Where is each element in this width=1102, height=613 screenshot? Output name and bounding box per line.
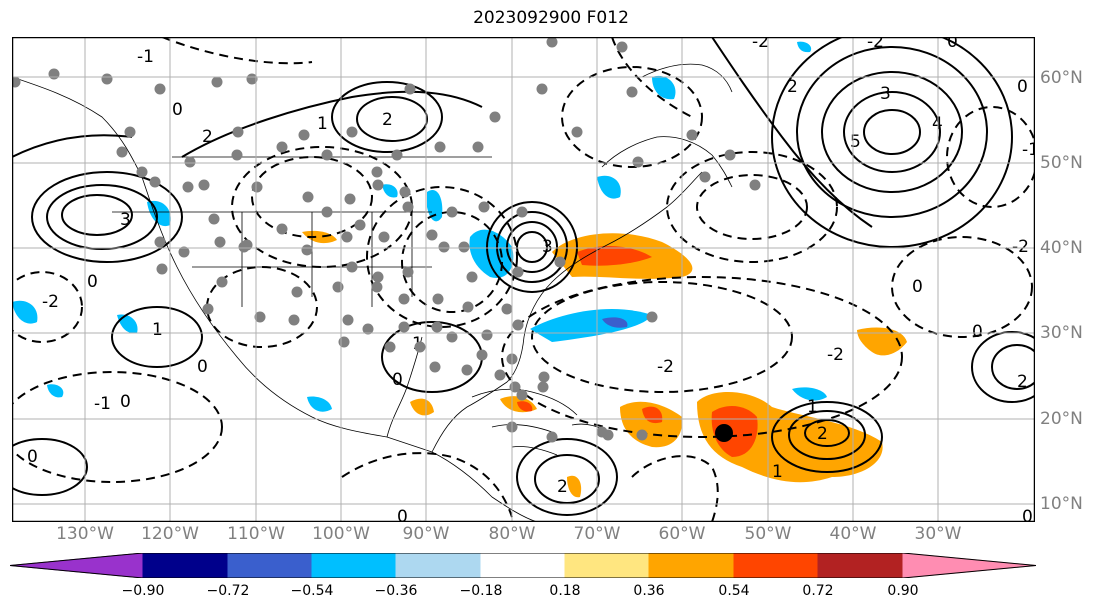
colorbar-cell [648,553,735,578]
colorbar-cell [564,553,650,578]
lon-label-80w: 80°W [488,524,536,544]
contour-label: 3 [880,84,891,104]
lat-label-10n: 10°N [1040,494,1083,514]
contour-label: 0 [1017,77,1028,97]
lat-label-50n: 50°N [1040,153,1083,173]
lon-label-30w: 30°W [914,524,962,544]
contour-label: 0 [1022,507,1033,522]
colorbar-tick-label: 0.90 [887,583,919,599]
colorbar-cell [142,553,229,578]
contour-label: 0 [392,370,403,390]
contour-label: 0 [120,392,131,412]
contour-label: 2 [382,110,393,130]
map-frame [12,37,1035,522]
lat-label-40n: 40°N [1040,238,1083,258]
contour-label: 4 [932,114,943,134]
colorbar-tick-label: −0.72 [206,583,250,599]
contour-label: 1 [317,114,328,134]
colorbar-cell [817,553,904,578]
contour-label: -2 [867,37,884,52]
contour-label: -1 [137,47,154,67]
lon-label-70w: 70°W [573,524,621,544]
contour-label: 2 [1017,372,1028,392]
lon-label-110w: 110°W [227,524,285,544]
solid-contours [12,37,1035,516]
colorbar-tick-label: 0.54 [718,583,750,599]
contour-label: 0 [912,277,923,297]
contour-label: 2 [817,424,828,444]
contour-label: 5 [850,132,861,152]
contour-label: -2 [752,37,769,52]
colorbar-tick-label: −0.90 [121,583,165,599]
contour-label: 0 [972,322,983,342]
colorbar [10,553,1036,578]
colorbar-tick-label: 0.18 [549,583,581,599]
contour-label: 1 [807,397,818,417]
colorbar-cell [480,553,566,578]
contour-label: 3 [542,237,553,257]
station-dots [12,37,761,443]
colorbar-cell [10,553,144,578]
contour-label: 2 [557,477,568,497]
contour-label: 1 [152,320,163,340]
contour-label: 3 [120,210,131,230]
colorbar-cell [902,553,1036,578]
colorbar-tick-label: 0.72 [802,583,834,599]
contour-label: 0 [87,272,98,292]
weather-map: 3 2 1 3 3 4 5 2 2 1 2 1 0 1 0 -2 -2 -1 0… [12,37,1035,522]
lat-label-20n: 20°N [1040,409,1083,429]
colorbar-tick-label: −0.36 [374,583,418,599]
colorbar-tick-label: −0.54 [290,583,334,599]
contour-label: -2 [42,292,59,312]
lon-label-50w: 50°W [744,524,792,544]
colorbar-cell [395,553,482,578]
lon-label-40w: 40°W [829,524,877,544]
coastlines [12,63,733,522]
gridlines [12,37,1035,522]
contour-label: -2 [657,357,674,377]
contour-label: 2 [787,77,798,97]
storm-center-marker [715,424,733,442]
lat-label-30n: 30°N [1040,323,1083,343]
lon-label-90w: 90°W [402,524,450,544]
lon-label-130w: 130°W [56,524,114,544]
contour-label: 0 [397,507,408,522]
colorbar-tick-label: −0.18 [459,583,503,599]
colorbar-cell [227,553,313,578]
colorbar-cell [311,553,397,578]
contour-label: 2 [202,127,213,147]
contour-label: 0 [27,447,38,467]
contour-label: 0 [197,357,208,377]
lon-label-100w: 100°W [312,524,370,544]
lon-label-120w: 120°W [141,524,199,544]
map-title: 2023092900 F012 [473,8,629,28]
contour-label: -1 [1022,140,1035,160]
contour-label: -2 [827,345,844,365]
contour-label: 0 [947,37,958,52]
colorbar-cell [733,553,819,578]
contour-label: 1 [772,462,783,482]
colorbar-tick-label: 0.36 [633,583,665,599]
contour-label: -1 [94,394,111,414]
lon-label-60w: 60°W [658,524,706,544]
lat-label-60n: 60°N [1040,68,1083,88]
contour-label: 0 [172,100,183,120]
contour-label: -2 [1012,237,1029,257]
contour-labels: 3 2 1 3 3 4 5 2 2 1 2 1 0 1 0 -2 -2 -1 0… [27,37,1035,522]
